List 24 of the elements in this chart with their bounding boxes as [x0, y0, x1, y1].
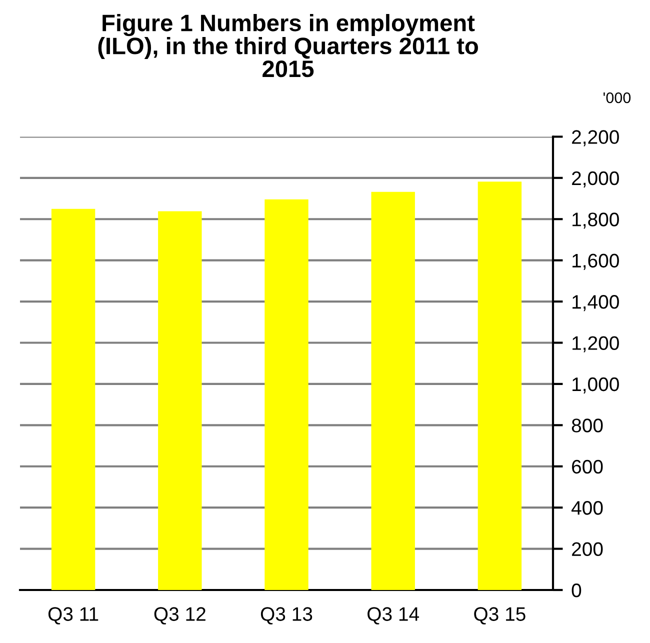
bar — [478, 182, 522, 590]
y-tick-label: 2,000 — [572, 171, 619, 188]
bar — [158, 211, 202, 590]
y-axis-title: '000 — [604, 92, 631, 104]
y-tick-label: 1,200 — [572, 336, 619, 352]
y-tick-label: 200 — [572, 542, 603, 556]
chart-title: Figure 1 Numbers in employment (ILO), in the third Quarters 2011 to 2015 — [98, 14, 478, 78]
x-tick-label: Q3 11 — [48, 607, 98, 624]
y-tick-label: 1,800 — [572, 212, 619, 229]
x-tick-label: Q3 13 — [260, 607, 312, 624]
bar — [264, 199, 308, 590]
x-tick-label: Q3 14 — [368, 607, 420, 624]
x-tick-label: Q3 12 — [154, 607, 206, 624]
y-tick-label: 1,600 — [572, 254, 619, 270]
y-tick-label: 600 — [572, 460, 603, 474]
bar — [371, 192, 415, 590]
y-tick-label: 1,400 — [572, 295, 619, 312]
y-tick-label: 800 — [572, 418, 603, 432]
y-tick-label: 0 — [572, 583, 582, 598]
y-tick-label: 400 — [572, 501, 603, 515]
y-tick-label: 2,200 — [572, 130, 619, 146]
bar — [51, 208, 96, 590]
y-tick-label: 1,000 — [572, 377, 619, 394]
x-tick-label: Q3 15 — [474, 607, 526, 624]
